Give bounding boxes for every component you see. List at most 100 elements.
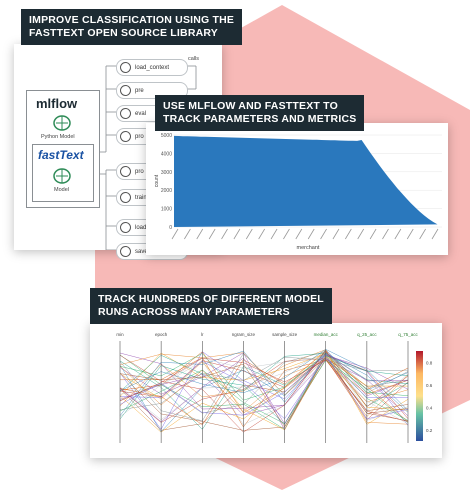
node-load-context[interactable]: load_context bbox=[116, 59, 188, 76]
fasttext-model-box bbox=[32, 144, 94, 202]
node-pre[interactable]: pre bbox=[116, 82, 188, 99]
function-icon bbox=[120, 166, 131, 177]
function-icon bbox=[120, 108, 131, 119]
node-label: pre bbox=[135, 87, 144, 94]
x-tick-label bbox=[406, 228, 414, 240]
x-tick-label bbox=[357, 228, 365, 240]
y-tick-label: 0 bbox=[169, 225, 172, 231]
parallel-coordinates-chart: min epoch lr ngram_size sample_size median_ac… bbox=[116, 332, 433, 443]
x-tick-label bbox=[196, 228, 204, 240]
run-line bbox=[119, 350, 409, 433]
run-line bbox=[119, 357, 409, 425]
run-line bbox=[119, 349, 409, 416]
axis-label: ngram_size bbox=[232, 332, 256, 337]
mlflow-logo: mlflow bbox=[36, 96, 78, 111]
run-line bbox=[119, 355, 409, 430]
banner-line: FASTTEXT OPEN SOURCE LIBRARY bbox=[29, 27, 218, 39]
function-icon bbox=[120, 192, 131, 203]
run-line bbox=[119, 351, 409, 426]
x-tick-label bbox=[307, 228, 315, 240]
run-line bbox=[119, 354, 409, 419]
run-line bbox=[119, 360, 409, 425]
run-line bbox=[119, 357, 409, 422]
x-tick-label bbox=[295, 228, 303, 240]
axis-label: lr bbox=[201, 332, 204, 337]
run-line bbox=[119, 352, 409, 425]
run-line bbox=[119, 349, 409, 411]
count-area bbox=[174, 135, 438, 227]
function-icon bbox=[120, 246, 131, 257]
banner-line: USE MLFLOW AND FASTTEXT TO bbox=[163, 100, 338, 112]
colorbar-tick-label: 0.2 bbox=[426, 428, 433, 433]
brain-icon bbox=[53, 115, 71, 131]
y-tick-label: 2000 bbox=[161, 188, 172, 194]
x-tick-label bbox=[233, 228, 241, 240]
run-line bbox=[119, 351, 409, 421]
x-tick-label bbox=[382, 228, 389, 240]
colorbar-tick-label: 0.6 bbox=[426, 383, 433, 388]
run-line bbox=[119, 353, 409, 392]
axis-label: q_25_acc bbox=[357, 332, 377, 337]
x-tick-label bbox=[320, 228, 327, 240]
axis-label: q_75_acc bbox=[398, 332, 418, 337]
axis-label: sample_size bbox=[272, 332, 298, 337]
run-line bbox=[119, 349, 409, 416]
function-icon bbox=[120, 131, 131, 142]
run-line bbox=[119, 349, 409, 433]
x-tick-label bbox=[245, 228, 253, 240]
function-icon bbox=[120, 85, 131, 96]
function-icon bbox=[120, 62, 131, 73]
node-label: load_context bbox=[135, 64, 170, 71]
node-label: eval bbox=[135, 110, 147, 117]
run-line bbox=[119, 353, 409, 420]
x-tick-label bbox=[332, 228, 340, 240]
banner-line: TRACK PARAMETERS AND METRICS bbox=[163, 113, 357, 125]
fasttext-logo: fastText bbox=[38, 148, 84, 162]
run-line bbox=[119, 357, 409, 411]
y-tick-label: 4000 bbox=[161, 151, 172, 157]
run-line bbox=[119, 351, 409, 414]
x-tick-label bbox=[283, 228, 290, 240]
function-icon bbox=[120, 222, 131, 233]
y-axis-label: count bbox=[154, 174, 160, 187]
model-label: Model bbox=[54, 187, 69, 193]
banner-use-mlflow: USE MLFLOW AND FASTTEXT TO TRACK PARAMET… bbox=[155, 95, 365, 131]
y-tick-label: 5000 bbox=[161, 133, 172, 139]
axis-label: median_acc bbox=[314, 332, 339, 337]
x-tick-label bbox=[270, 228, 278, 240]
y-tick-label: 1000 bbox=[161, 207, 172, 213]
run-line bbox=[119, 357, 409, 428]
x-axis-label: merchant bbox=[297, 245, 320, 251]
area-chart: 0 1000 2000 3000 4000 5000 count merchant bbox=[154, 133, 442, 251]
x-tick-label bbox=[221, 228, 228, 240]
run-line bbox=[119, 359, 409, 413]
brain-icon bbox=[53, 168, 71, 184]
x-tick-label bbox=[344, 228, 352, 240]
node-label: pro bbox=[135, 168, 144, 175]
edge-label-calls: calls bbox=[188, 56, 200, 62]
banner-line: TRACK HUNDREDS OF DIFFERENT MODEL bbox=[98, 293, 324, 305]
run-line bbox=[119, 352, 409, 430]
run-line bbox=[119, 349, 409, 425]
run-line bbox=[119, 357, 408, 420]
x-tick-label bbox=[419, 228, 426, 240]
node-label: load bbox=[135, 224, 147, 231]
x-tick-label bbox=[208, 228, 216, 240]
node-label: pro bbox=[135, 133, 144, 140]
axis-label: epoch bbox=[155, 332, 168, 337]
axis-label: min bbox=[116, 332, 124, 337]
x-tick-label bbox=[184, 228, 191, 240]
banner-line: IMPROVE CLASSIFICATION USING THE bbox=[29, 14, 235, 26]
x-tick-label bbox=[394, 228, 402, 240]
run-line bbox=[119, 355, 409, 425]
merchant-count-chart-card: 0 1000 2000 3000 4000 5000 count merchant bbox=[146, 123, 448, 255]
x-tick-label bbox=[369, 228, 377, 240]
colorbar bbox=[416, 351, 423, 441]
run-line bbox=[119, 358, 409, 431]
colorbar-tick-label: 0.4 bbox=[426, 405, 433, 410]
y-tick-label: 3000 bbox=[161, 170, 172, 176]
x-tick-label bbox=[431, 228, 439, 240]
banner-improve-classification: IMPROVE CLASSIFICATION USING THE FASTTEX… bbox=[21, 9, 243, 45]
run-line bbox=[119, 355, 409, 427]
banner-line: RUNS ACROSS MANY PARAMETERS bbox=[98, 306, 290, 318]
